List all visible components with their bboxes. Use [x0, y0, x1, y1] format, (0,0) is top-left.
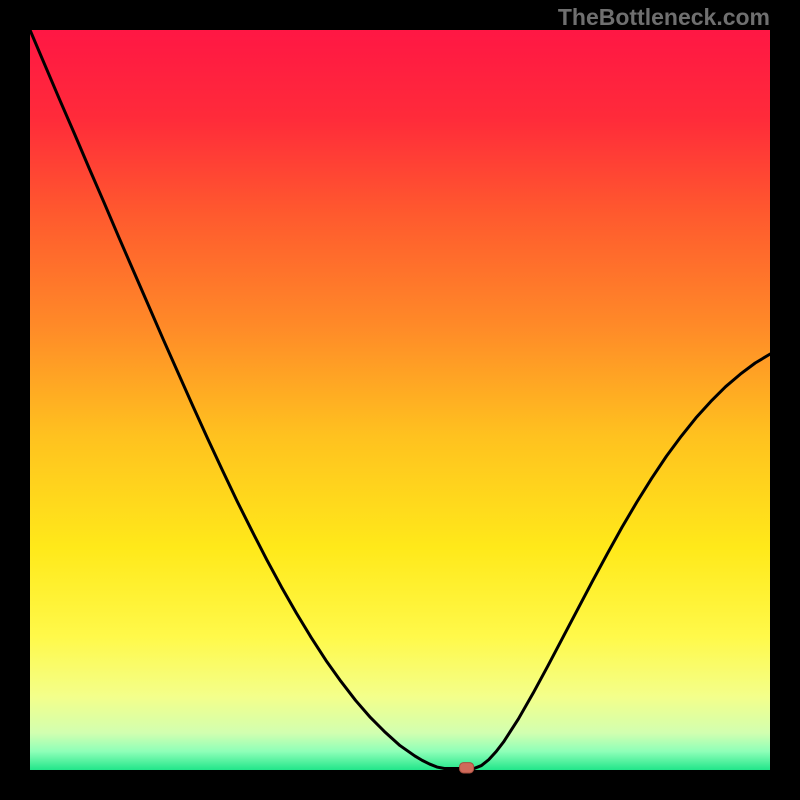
optimal-point-marker — [460, 763, 474, 773]
chart-frame: TheBottleneck.com — [0, 0, 800, 800]
watermark-text: TheBottleneck.com — [558, 4, 770, 31]
gradient-background — [30, 30, 770, 770]
bottleneck-chart — [0, 0, 800, 800]
